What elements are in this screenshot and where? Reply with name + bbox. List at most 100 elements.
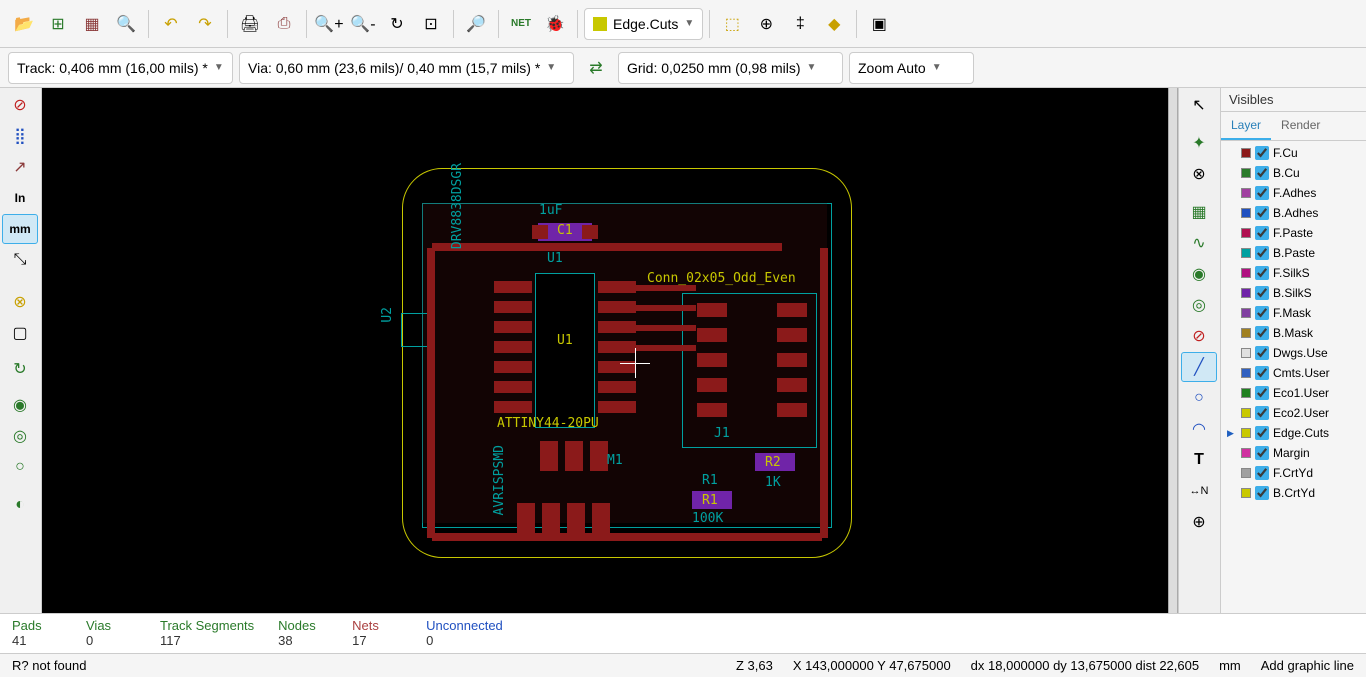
add-text-icon[interactable]: T bbox=[1181, 445, 1217, 475]
cursor-shape-icon[interactable]: ⤡ bbox=[2, 245, 38, 275]
layer-row[interactable]: B.SilkS bbox=[1223, 283, 1364, 303]
layer-checkbox[interactable] bbox=[1255, 246, 1269, 260]
ref-1k: 1K bbox=[765, 475, 781, 490]
show-zones-disabled-icon[interactable]: ○ bbox=[2, 452, 38, 482]
polar-coord-icon[interactable]: ↗ bbox=[2, 152, 38, 182]
layer-row[interactable]: Eco1.User bbox=[1223, 383, 1364, 403]
add-graphic-line-icon[interactable]: ╱ bbox=[1181, 352, 1217, 382]
layer-row[interactable]: B.Adhes bbox=[1223, 203, 1364, 223]
layer-row[interactable]: Eco2.User bbox=[1223, 403, 1364, 423]
pad bbox=[590, 441, 608, 471]
layer-checkbox[interactable] bbox=[1255, 406, 1269, 420]
layer-row[interactable]: F.Mask bbox=[1223, 303, 1364, 323]
tab-render[interactable]: Render bbox=[1271, 112, 1330, 140]
add-circle-icon[interactable]: ○ bbox=[1181, 383, 1217, 413]
add-footprint-icon[interactable]: ▦ bbox=[1181, 197, 1217, 227]
auto-track-width-icon[interactable]: ⇄ bbox=[580, 52, 612, 84]
undo-icon[interactable]: ↶ bbox=[155, 8, 187, 40]
via-size-selector[interactable]: Via: 0,60 mm (23,6 mils)/ 0,40 mm (15,7 … bbox=[239, 52, 574, 84]
show-ratsnest-icon[interactable]: ⊗ bbox=[2, 287, 38, 317]
pad bbox=[697, 378, 727, 392]
layer-row[interactable]: B.Cu bbox=[1223, 163, 1364, 183]
zoom-out-icon[interactable]: 🔍- bbox=[347, 8, 379, 40]
zoom-selector[interactable]: Zoom Auto ▼ bbox=[849, 52, 974, 84]
local-ratsnest-icon[interactable]: ⊗ bbox=[1181, 159, 1217, 189]
layer-row[interactable]: Cmts.User bbox=[1223, 363, 1364, 383]
layer-checkbox[interactable] bbox=[1255, 326, 1269, 340]
layer-checkbox[interactable] bbox=[1255, 266, 1269, 280]
netlist-icon[interactable]: NET bbox=[505, 8, 537, 40]
grid-label: Grid: 0,0250 mm (0,98 mils) bbox=[627, 60, 801, 76]
find-icon[interactable]: 🔎 bbox=[460, 8, 492, 40]
script-console-icon[interactable]: ▣ bbox=[863, 8, 895, 40]
tab-layer[interactable]: Layer bbox=[1221, 112, 1271, 140]
module-viewer-icon[interactable]: 🔍 bbox=[110, 8, 142, 40]
mode-footprint-icon[interactable]: ⊕ bbox=[750, 8, 782, 40]
layer-checkbox[interactable] bbox=[1255, 166, 1269, 180]
splitter-grabber[interactable] bbox=[1168, 88, 1178, 613]
add-keepout-icon[interactable]: ⊘ bbox=[1181, 321, 1217, 351]
layer-checkbox[interactable] bbox=[1255, 486, 1269, 500]
layer-row[interactable]: F.Cu bbox=[1223, 143, 1364, 163]
layer-row[interactable]: F.SilkS bbox=[1223, 263, 1364, 283]
cursor-icon[interactable]: ↖ bbox=[1181, 90, 1217, 120]
layer-selector[interactable]: Edge.Cuts ▼ bbox=[584, 8, 703, 40]
add-arc-icon[interactable]: ◠ bbox=[1181, 414, 1217, 444]
print-icon[interactable]: 🖨 bbox=[234, 8, 266, 40]
drc-icon[interactable]: 🐞 bbox=[539, 8, 571, 40]
high-contrast-icon[interactable]: ◐ bbox=[2, 490, 38, 520]
layer-checkbox[interactable] bbox=[1255, 306, 1269, 320]
track-width-selector[interactable]: Track: 0,406 mm (16,00 mils) * ▼ bbox=[8, 52, 233, 84]
layer-row[interactable]: Margin bbox=[1223, 443, 1364, 463]
pcb-canvas[interactable]: 1uF C1 U1 U1 Conn_02x05_Odd_Even ATTINY4… bbox=[42, 88, 1168, 613]
layer-checkbox[interactable] bbox=[1255, 226, 1269, 240]
layer-row[interactable]: B.CrtYd bbox=[1223, 483, 1364, 503]
layer-row[interactable]: F.Paste bbox=[1223, 223, 1364, 243]
pad bbox=[598, 301, 636, 313]
layer-row[interactable]: B.Mask bbox=[1223, 323, 1364, 343]
zoom-fit-icon[interactable]: ⊡ bbox=[415, 8, 447, 40]
layer-checkbox[interactable] bbox=[1255, 446, 1269, 460]
route-track-icon[interactable]: ∿ bbox=[1181, 228, 1217, 258]
autoroute-icon[interactable]: ◆ bbox=[818, 8, 850, 40]
plot-icon[interactable]: ⎙ bbox=[268, 8, 300, 40]
layer-row[interactable]: F.Adhes bbox=[1223, 183, 1364, 203]
redo-icon[interactable]: ↷ bbox=[189, 8, 221, 40]
module-editor-icon[interactable]: ▦ bbox=[76, 8, 108, 40]
units-inch-icon[interactable]: In bbox=[2, 183, 38, 213]
auto-delete-track-icon[interactable]: ↻ bbox=[2, 354, 38, 384]
layer-checkbox[interactable] bbox=[1255, 206, 1269, 220]
open-icon[interactable]: 📂 bbox=[8, 8, 40, 40]
layer-checkbox[interactable] bbox=[1255, 146, 1269, 160]
layer-row[interactable]: F.CrtYd bbox=[1223, 463, 1364, 483]
layer-row[interactable]: Dwgs.Use bbox=[1223, 343, 1364, 363]
drc-off-icon[interactable]: ⊘ bbox=[2, 90, 38, 120]
highlight-net-icon[interactable]: ✦ bbox=[1181, 128, 1217, 158]
add-target-icon[interactable]: ⊕ bbox=[1181, 507, 1217, 537]
show-module-ratsnest-icon[interactable]: ▢ bbox=[2, 318, 38, 348]
layer-checkbox[interactable] bbox=[1255, 366, 1269, 380]
zoom-redraw-icon[interactable]: ↻ bbox=[381, 8, 413, 40]
grid-selector[interactable]: Grid: 0,0250 mm (0,98 mils) ▼ bbox=[618, 52, 843, 84]
mode-track-icon[interactable]: ‡ bbox=[784, 8, 816, 40]
layer-checkbox[interactable] bbox=[1255, 466, 1269, 480]
layer-swatch-icon bbox=[1241, 468, 1251, 478]
show-zones-outline-icon[interactable]: ◎ bbox=[2, 421, 38, 451]
show-zones-icon[interactable]: ◉ bbox=[2, 390, 38, 420]
layer-checkbox[interactable] bbox=[1255, 426, 1269, 440]
board-setup-icon[interactable]: ⊞ bbox=[42, 8, 74, 40]
grid-visible-icon[interactable]: ⣿ bbox=[2, 121, 38, 151]
layer-row[interactable]: B.Paste bbox=[1223, 243, 1364, 263]
add-dimension-icon[interactable]: ↔N bbox=[1181, 476, 1217, 506]
layers-manager-icon[interactable]: ⬚ bbox=[716, 8, 748, 40]
via-size-label: Via: 0,60 mm (23,6 mils)/ 0,40 mm (15,7 … bbox=[248, 60, 540, 76]
zoom-in-icon[interactable]: 🔍+ bbox=[313, 8, 345, 40]
layer-checkbox[interactable] bbox=[1255, 186, 1269, 200]
add-via-icon[interactable]: ◉ bbox=[1181, 259, 1217, 289]
units-mm-icon[interactable]: mm bbox=[2, 214, 38, 244]
layer-checkbox[interactable] bbox=[1255, 386, 1269, 400]
add-zone-icon[interactable]: ◎ bbox=[1181, 290, 1217, 320]
layer-checkbox[interactable] bbox=[1255, 346, 1269, 360]
layer-row[interactable]: ▶Edge.Cuts bbox=[1223, 423, 1364, 443]
layer-checkbox[interactable] bbox=[1255, 286, 1269, 300]
